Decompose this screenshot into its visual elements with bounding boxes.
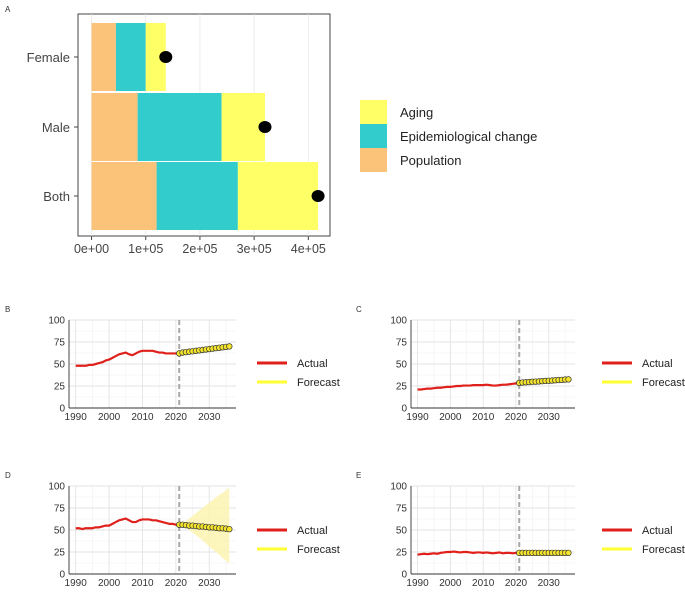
y-tick-label: 50 bbox=[396, 526, 408, 537]
actual-line bbox=[417, 381, 520, 391]
category-label: Female bbox=[27, 50, 70, 65]
y-tick-label: 25 bbox=[54, 382, 66, 393]
x-tick-label: 2030 bbox=[198, 412, 221, 423]
panel-letter: A bbox=[5, 5, 11, 14]
y-tick-label: 25 bbox=[54, 548, 66, 559]
y-tick-label: 0 bbox=[59, 404, 65, 415]
y-tick-label: 25 bbox=[396, 382, 408, 393]
bar-population bbox=[91, 93, 138, 161]
bar-aging bbox=[145, 23, 166, 91]
y-tick-label: 50 bbox=[54, 526, 66, 537]
x-tick-label: 1e+05 bbox=[128, 242, 163, 256]
y-tick-label: 100 bbox=[390, 482, 407, 493]
legend-label: Actual bbox=[642, 525, 673, 537]
y-tick-label: 0 bbox=[401, 570, 407, 581]
y-tick-label: 75 bbox=[54, 504, 66, 515]
x-tick-label: 3e+05 bbox=[237, 242, 272, 256]
legend-label: Actual bbox=[297, 358, 328, 370]
category-label: Both bbox=[43, 189, 70, 204]
x-tick-label: 2030 bbox=[538, 412, 561, 423]
legend-label: Forecast bbox=[642, 544, 685, 556]
panel-letter: C bbox=[356, 305, 362, 314]
y-tick-label: 100 bbox=[48, 482, 65, 493]
forecast-point bbox=[565, 549, 572, 557]
panel-e: E 1990 2000 2010 2020 2030 0 25 50 75 100 Actual For… bbox=[356, 471, 685, 589]
y-tick-label: 75 bbox=[396, 338, 408, 349]
forecast-point bbox=[226, 525, 233, 533]
x-tick-label: 2010 bbox=[131, 412, 154, 423]
x-tick-label: 2030 bbox=[538, 578, 561, 589]
actual-line bbox=[75, 517, 180, 531]
x-tick-label: 0e+00 bbox=[74, 242, 109, 256]
legend-key bbox=[360, 100, 387, 124]
forecast-point bbox=[565, 376, 572, 383]
x-tick-label: 2000 bbox=[439, 412, 462, 423]
x-tick-label: 2010 bbox=[472, 412, 495, 423]
y-tick-label: 75 bbox=[396, 504, 408, 515]
panel-c: C 1990 2000 2010 2020 2030 0 25 50 75 100 Actual For… bbox=[356, 305, 685, 423]
overall-point bbox=[311, 190, 325, 202]
legend-label: Forecast bbox=[642, 377, 685, 389]
legend-label: Forecast bbox=[297, 544, 340, 556]
bar-epidemiological bbox=[156, 162, 238, 230]
actual-line bbox=[75, 349, 180, 367]
y-tick-label: 100 bbox=[390, 316, 407, 327]
legend-label: Population bbox=[400, 153, 461, 168]
legend-label: Actual bbox=[297, 525, 328, 537]
legend-key bbox=[360, 124, 387, 148]
x-tick-label: 2010 bbox=[472, 578, 495, 589]
panel-letter: D bbox=[5, 471, 11, 480]
legend-label: Aging bbox=[400, 105, 433, 120]
y-tick-label: 0 bbox=[59, 570, 65, 581]
overall-point bbox=[258, 121, 272, 133]
x-tick-label: 2020 bbox=[505, 412, 528, 423]
panel-b: B 1990 2000 2010 2020 2030 0 25 50 75 100 Actual For… bbox=[5, 305, 340, 423]
forecast-point bbox=[226, 343, 233, 350]
category-label: Male bbox=[42, 120, 70, 135]
y-tick-label: 100 bbox=[48, 316, 65, 327]
bar-epidemiological bbox=[115, 23, 146, 91]
y-tick-label: 50 bbox=[54, 360, 66, 371]
x-tick-label: 1990 bbox=[65, 578, 88, 589]
panel-a: A 0e+00 1e+05 2e+05 3e+05 4e+05 Female Male Both… bbox=[5, 5, 537, 256]
legend-key bbox=[360, 148, 387, 172]
legend-label: Epidemiological change bbox=[400, 129, 537, 144]
bar-aging bbox=[221, 93, 265, 161]
panel-letter: E bbox=[356, 471, 361, 480]
y-tick-label: 0 bbox=[401, 404, 407, 415]
legend-label: Actual bbox=[642, 358, 673, 370]
x-tick-label: 1990 bbox=[406, 578, 429, 589]
bar-epidemiological bbox=[137, 93, 222, 161]
x-tick-label: 2000 bbox=[439, 578, 462, 589]
x-tick-label: 2020 bbox=[165, 412, 188, 423]
y-tick-label: 75 bbox=[54, 338, 66, 349]
bar-population bbox=[91, 23, 116, 91]
bar-aging bbox=[237, 162, 319, 230]
legend-label: Forecast bbox=[297, 377, 340, 389]
x-tick-label: 2e+05 bbox=[182, 242, 217, 256]
panel-letter: B bbox=[5, 305, 10, 314]
overall-point bbox=[159, 51, 173, 63]
actual-line bbox=[417, 550, 520, 556]
x-tick-label: 2020 bbox=[165, 578, 188, 589]
x-tick-label: 4e+05 bbox=[291, 242, 326, 256]
x-tick-label: 2020 bbox=[505, 578, 528, 589]
x-tick-label: 2000 bbox=[98, 578, 121, 589]
panel-d: D 1990 2000 2010 2020 2030 0 25 50 75 100 Actual For… bbox=[5, 471, 340, 589]
x-tick-label: 2010 bbox=[131, 578, 154, 589]
x-tick-label: 2000 bbox=[98, 412, 121, 423]
x-tick-label: 1990 bbox=[406, 412, 429, 423]
x-tick-label: 2030 bbox=[198, 578, 221, 589]
x-tick-label: 1990 bbox=[65, 412, 88, 423]
y-tick-label: 25 bbox=[396, 548, 408, 559]
bar-population bbox=[91, 162, 157, 230]
y-tick-label: 50 bbox=[396, 360, 408, 371]
